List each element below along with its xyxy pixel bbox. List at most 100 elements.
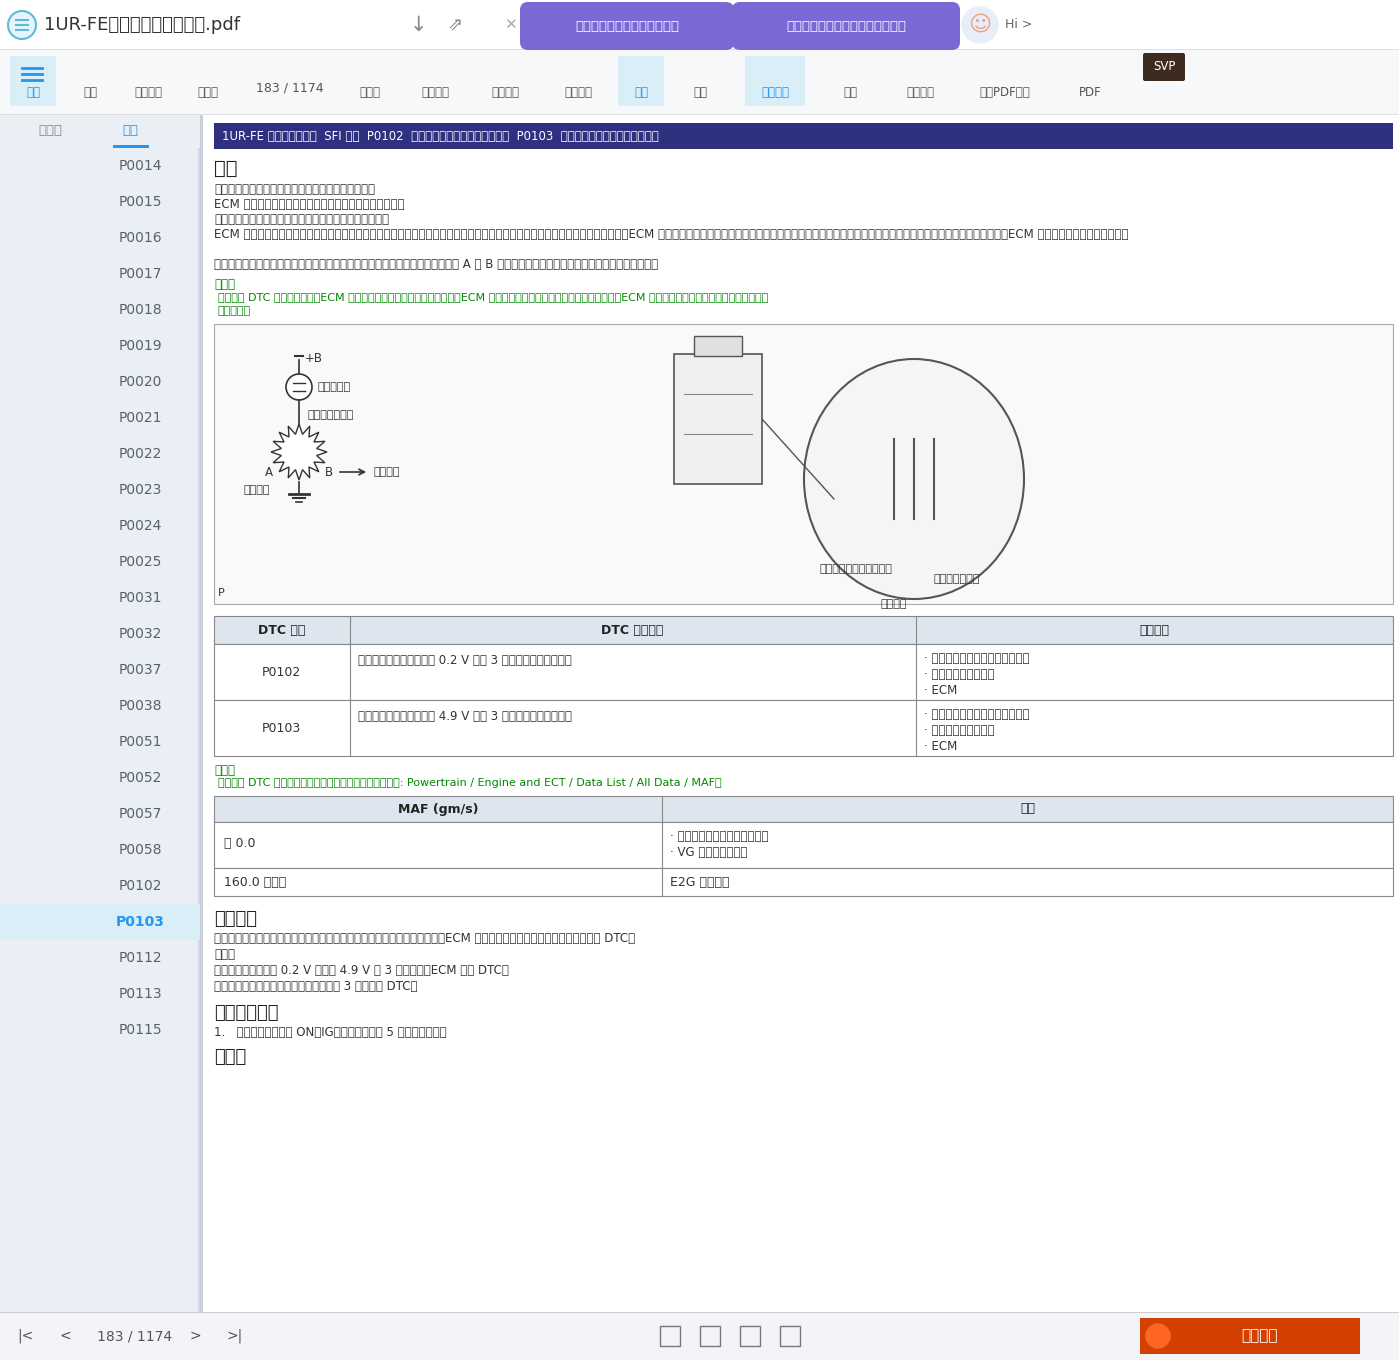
Text: 质量空气流量计电压低于 0.2 V 持续 3 秒（单程检测逻辑）。: 质量空气流量计电压低于 0.2 V 持续 3 秒（单程检测逻辑）。 (358, 654, 571, 666)
Circle shape (1146, 1325, 1170, 1348)
Text: P0020: P0020 (119, 375, 162, 389)
Text: P0023: P0023 (119, 483, 162, 496)
Bar (1140, 1318, 1360, 1355)
Bar (0, 148, 200, 1360)
Text: P0031: P0031 (119, 592, 162, 605)
Text: ECM 向白金热丝施加一个特定的电流，以将其加热到给定的温度。进气气流冷却白金热丝和内部热敏电阔，从而影响它们的电阔。ECM 通过改变施加至白金热丝和内部热敏电: ECM 向白金热丝施加一个特定的电流，以将其加热到给定的温度。进气气流冷却白金热… (214, 228, 1129, 241)
Text: P0037: P0037 (119, 664, 162, 677)
Bar (199, 148, 200, 1360)
Text: 1.   将发动机开关置于 ON（IG）位置，并等待 5 秒或更长时间。: 1. 将发动机开关置于 ON（IG）位置，并等待 5 秒或更长时间。 (214, 1025, 446, 1039)
Text: P0102: P0102 (262, 665, 301, 679)
Text: · ECM: · ECM (923, 740, 957, 753)
Text: P0021: P0021 (119, 411, 162, 424)
Text: <: < (59, 1329, 71, 1344)
Text: 查找: 查找 (844, 86, 858, 98)
Text: PDF: PDF (1079, 86, 1101, 98)
Text: 故障部位: 故障部位 (1139, 623, 1170, 636)
Text: P0018: P0018 (118, 303, 162, 317)
Text: P0057: P0057 (119, 806, 162, 821)
Bar (0, 0, 1399, 50)
Text: 连续阅读: 连续阅读 (761, 86, 789, 98)
Text: 故障: 故障 (1020, 802, 1035, 816)
Text: ECM 利用该信息确定燃油喷射时间并提供适当的空燃比。: ECM 利用该信息确定燃油喷射时间并提供适当的空燃比。 (214, 199, 404, 211)
Text: 质量空气流量计内部有一个暴露于进气气流的白金热丝。: 质量空气流量计内部有一个暴露于进气气流的白金热丝。 (214, 214, 389, 226)
Text: Hi >: Hi > (1004, 19, 1032, 31)
Bar (700, 1326, 720, 1346)
Text: 热丝（加热器）: 热丝（加热器） (935, 574, 981, 583)
Text: 帮我总结一下这个文档的大纲: 帮我总结一下这个文档的大纲 (575, 19, 679, 33)
Text: P0113: P0113 (118, 987, 162, 1001)
Text: >: > (189, 1329, 201, 1344)
Text: ✕: ✕ (504, 18, 516, 33)
Text: MAF (gm/s): MAF (gm/s) (397, 802, 478, 816)
Bar (214, 324, 1393, 604)
Text: A: A (264, 465, 273, 479)
Bar (214, 645, 1393, 700)
Text: 存储这些 DTC 中的任一个时，进入以下菜单检查空气流量: Powertrain / Engine and ECT / Data List / All Data: 存储这些 DTC 中的任一个时，进入以下菜单检查空气流量: Powertrain… (218, 778, 722, 787)
Text: P0022: P0022 (119, 447, 162, 461)
Text: P0052: P0052 (119, 771, 162, 785)
Text: 适合宽度: 适合宽度 (491, 86, 519, 98)
Bar (214, 700, 1393, 756)
FancyBboxPatch shape (1143, 53, 1185, 82)
Bar (746, 56, 804, 106)
Text: 1UR-FE 发动机控制系统  SFI 系统  P0102  质量或体积空气流量电路低输入  P0103  质量或体积空气流量电路高输入: 1UR-FE 发动机控制系统 SFI 系统 P0102 质量或体积空气流量电路低… (222, 129, 659, 143)
Text: P0019: P0019 (118, 339, 162, 354)
Bar (781, 1326, 800, 1346)
Bar (618, 56, 665, 106)
Text: 适合页面: 适合页面 (564, 86, 592, 98)
Bar (214, 122, 1393, 150)
Text: 下一页: 下一页 (360, 86, 381, 98)
Text: 冷膜元件: 冷膜元件 (881, 598, 907, 609)
Bar (0, 50, 1399, 116)
Text: · 质量空气流量计总成: · 质量空气流量计总成 (923, 724, 995, 737)
Text: 质量空气流量计是测量流经节气门空气量的传感器。: 质量空气流量计是测量流经节气门空气量的传感器。 (214, 184, 375, 196)
Bar (0, 904, 200, 940)
Text: 缩略图: 缩略图 (38, 125, 62, 137)
Text: · ECM: · ECM (923, 684, 957, 696)
Bar (10, 56, 56, 106)
Bar (740, 1326, 760, 1346)
Circle shape (963, 7, 997, 44)
Text: 目录: 目录 (27, 86, 41, 98)
Text: 160.0 或更大: 160.0 或更大 (224, 876, 287, 888)
Text: DTC 编号: DTC 编号 (257, 623, 305, 636)
Text: 183 / 1174: 183 / 1174 (98, 1329, 172, 1344)
Text: P0058: P0058 (119, 843, 162, 857)
Text: 单页: 单页 (634, 86, 648, 98)
Text: P0014: P0014 (119, 159, 162, 173)
Text: 存储这些 DTC 中的任一个时，ECM 进入失效保护模式。失效保护模式下，ECM 根据发动机转速和节气门位置计算点火正时。ECM 在失效保护模式下持续运行，直至: 存储这些 DTC 中的任一个时，ECM 进入失效保护模式。失效保护模式下，ECM… (218, 292, 768, 302)
Text: DTC 检测条件: DTC 检测条件 (602, 623, 663, 636)
Circle shape (285, 374, 312, 400)
Text: |<: |< (17, 1329, 34, 1344)
Text: P0102: P0102 (119, 879, 162, 894)
Text: ☺: ☺ (968, 15, 992, 35)
Text: 温度传感器（热敏电阔）: 温度传感器（热敏电阔） (818, 564, 893, 574)
Text: 通过条件。: 通过条件。 (218, 306, 252, 316)
Text: 如果质量空气流量计在故障或电路断路或短路，则电压偏离正常工作范围，ECM 将此偏差视为质量空气流量计故障并存储 DTC。: 如果质量空气流量计在故障或电路断路或短路，则电压偏离正常工作范围，ECM 将此偏… (214, 932, 635, 945)
Text: 截图识字: 截图识字 (907, 86, 935, 98)
Text: 183 / 1174: 183 / 1174 (256, 82, 323, 94)
Text: SVP: SVP (1153, 60, 1175, 73)
Text: · VG 电路断路或短路: · VG 电路断路或短路 (670, 846, 747, 860)
Text: 线上打印: 线上打印 (134, 86, 162, 98)
Text: · 质量空气流量计电源电路断路: · 质量空气流量计电源电路断路 (670, 830, 768, 843)
Text: P: P (218, 588, 225, 598)
Text: 热丝（加热器）: 热丝（加热器） (306, 409, 354, 420)
Polygon shape (271, 424, 327, 480)
Bar (694, 336, 741, 356)
Bar (674, 354, 762, 484)
Text: 中国顶尖大学有哪些历史和发展？: 中国顶尖大学有哪些历史和发展？ (786, 19, 907, 33)
Text: P0051: P0051 (119, 734, 162, 749)
Text: P0103: P0103 (116, 915, 165, 929)
Text: E2G 电路断路: E2G 电路断路 (670, 876, 729, 888)
Text: 描述: 描述 (214, 159, 238, 178)
Text: 目录: 目录 (122, 125, 139, 137)
Text: · 质量空气流量计电路断路或短路: · 质量空气流量计电路断路或短路 (923, 709, 1030, 721)
Text: >|: >| (227, 1329, 243, 1344)
Text: 上一页: 上一页 (197, 86, 218, 98)
Text: 如果故障未成功排除，则下次启动发动机 3 秒后存储 DTC。: 如果故障未成功排除，则下次启动发动机 3 秒后存储 DTC。 (214, 981, 417, 993)
Text: ↓: ↓ (410, 15, 427, 35)
FancyBboxPatch shape (732, 1, 960, 50)
Text: 示例：: 示例： (214, 948, 235, 962)
